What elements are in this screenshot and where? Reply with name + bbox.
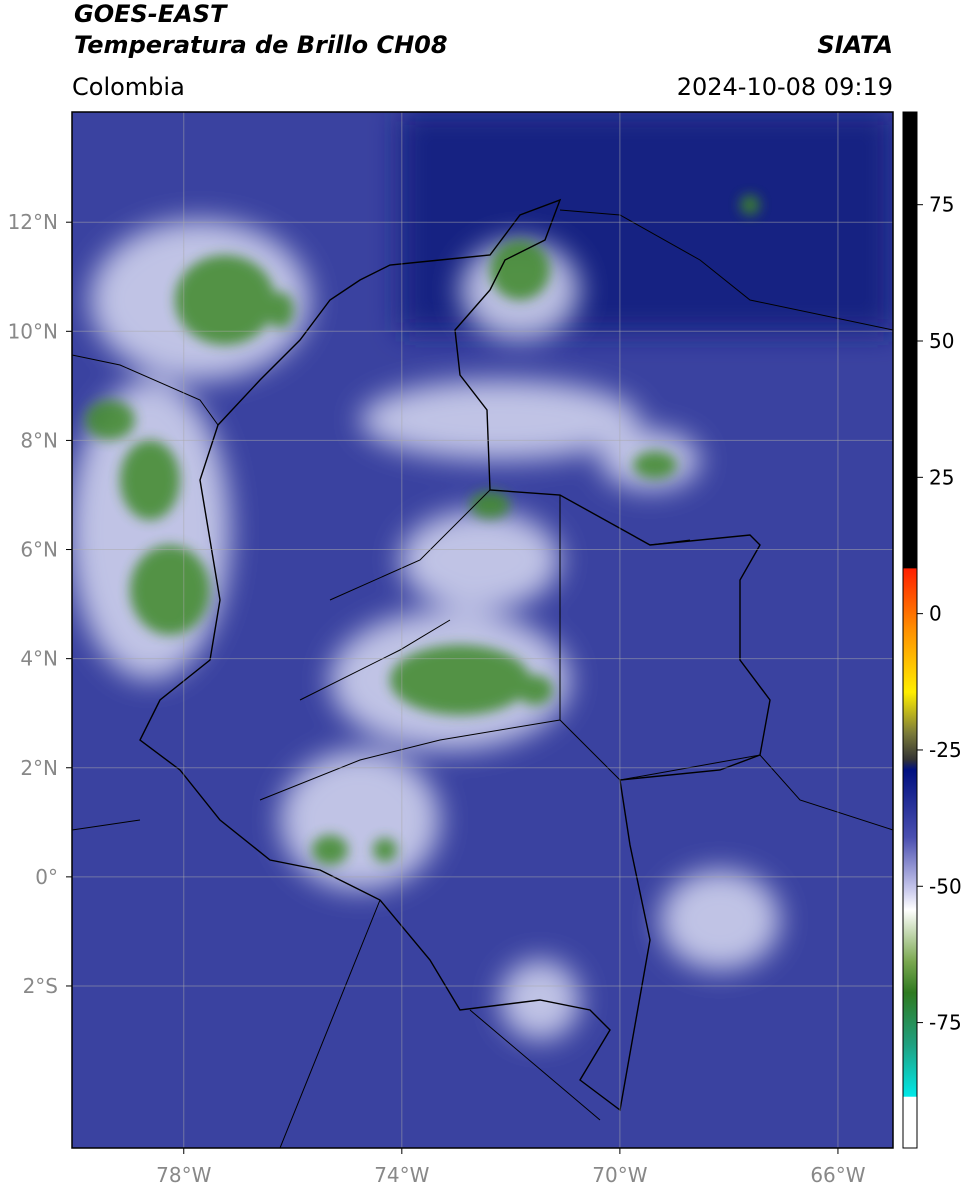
y-tick-label: 8°N bbox=[20, 428, 58, 452]
y-tick-label: 2°S bbox=[23, 974, 58, 998]
region: Colombia bbox=[72, 73, 185, 101]
colorbar-tick-label: 0 bbox=[929, 602, 942, 626]
map-image bbox=[72, 112, 893, 1148]
x-tick-label: 74°W bbox=[374, 1163, 429, 1187]
map-frame bbox=[71, 111, 894, 1149]
y-tick-label: 6°N bbox=[20, 538, 58, 562]
x-tick-label: 70°W bbox=[592, 1163, 647, 1187]
y-tick-label: 10°N bbox=[8, 319, 58, 343]
country-border bbox=[139, 198, 771, 1112]
y-tick-label: 2°N bbox=[20, 756, 58, 780]
colorbar-tick-label: 75 bbox=[929, 193, 954, 217]
title: Temperatura de Brillo CH08 bbox=[74, 31, 448, 59]
x-tick-label: 66°W bbox=[810, 1163, 865, 1187]
admin-border bbox=[72, 209, 893, 1148]
y-tick-label: 4°N bbox=[20, 647, 58, 671]
grid bbox=[72, 112, 893, 1148]
colorbar-tick-label: -25 bbox=[929, 738, 962, 762]
datetime: 2024-10-08 09:19 bbox=[677, 73, 893, 101]
y-tick-label: 12°N bbox=[8, 210, 58, 234]
colorbar-tick-label: -75 bbox=[929, 1011, 962, 1035]
y-tick-label: 0° bbox=[35, 865, 58, 889]
title: GOES-EAST bbox=[74, 0, 228, 28]
colorbar-tick-label: -50 bbox=[929, 874, 962, 898]
x-tick-label: 78°W bbox=[156, 1163, 211, 1187]
source: SIATA bbox=[817, 31, 893, 59]
colorbar-tick-label: 25 bbox=[929, 465, 954, 489]
colorbar-tick-label: 50 bbox=[929, 329, 954, 353]
colorbar bbox=[902, 111, 918, 1149]
